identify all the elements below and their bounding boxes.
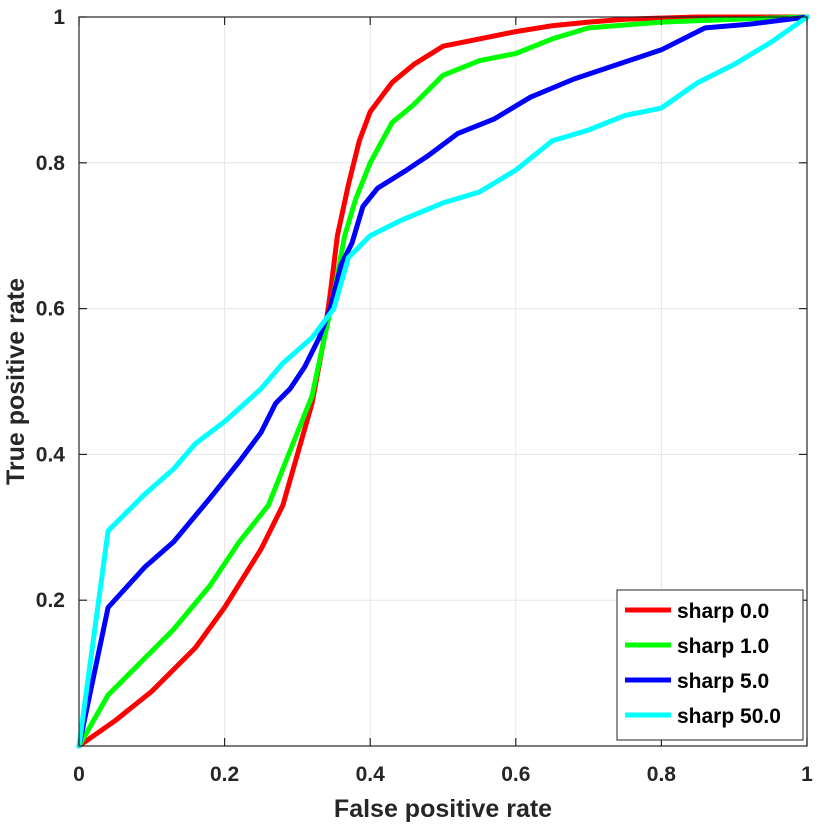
x-tick-label-3: 0.6 — [501, 763, 530, 786]
series-line-sharp-0-0 — [76, 14, 810, 749]
x-axis-label: False positive rate — [334, 795, 552, 823]
legend-label-sharp-50-0: sharp 50.0 — [677, 705, 781, 728]
y-tick-label-2: 0.6 — [36, 298, 65, 321]
legend-items: sharp 0.0 sharp 1.0 sharp 5.0 sharp 50.0 — [625, 600, 781, 728]
grid — [79, 17, 807, 746]
series-layer — [76, 14, 810, 749]
y-tick-label-4: 1 — [53, 6, 65, 29]
x-tick-label-0: 0 — [73, 763, 85, 786]
y-tick-label-1: 0.4 — [36, 443, 66, 466]
x-tick-label-1: 0.2 — [210, 763, 239, 786]
plot-area-border — [78, 16, 808, 747]
y-tick-label-0: 0.2 — [36, 589, 65, 612]
legend-label-sharp-1-0: sharp 1.0 — [677, 635, 769, 658]
x-tick-label-2: 0.4 — [356, 763, 386, 786]
tick-labels: 0 0.2 0.4 0.6 0.8 1 0.2 0.4 0.6 0.8 1 — [36, 6, 813, 786]
x-tick-label-4: 0.8 — [647, 763, 677, 786]
x-tick-label-5: 1 — [801, 763, 813, 786]
legend: sharp 0.0 sharp 1.0 sharp 5.0 sharp 50.0 — [616, 589, 804, 741]
y-axis-label: True positive rate — [2, 278, 30, 485]
legend-label-sharp-5-0: sharp 5.0 — [677, 670, 769, 693]
y-tick-label-3: 0.8 — [36, 152, 66, 175]
series-line-sharp-5-0 — [76, 14, 810, 749]
legend-label-sharp-0-0: sharp 0.0 — [677, 600, 769, 623]
series-line-sharp-1-0 — [76, 14, 810, 749]
series-line-sharp-50-0 — [76, 14, 810, 749]
